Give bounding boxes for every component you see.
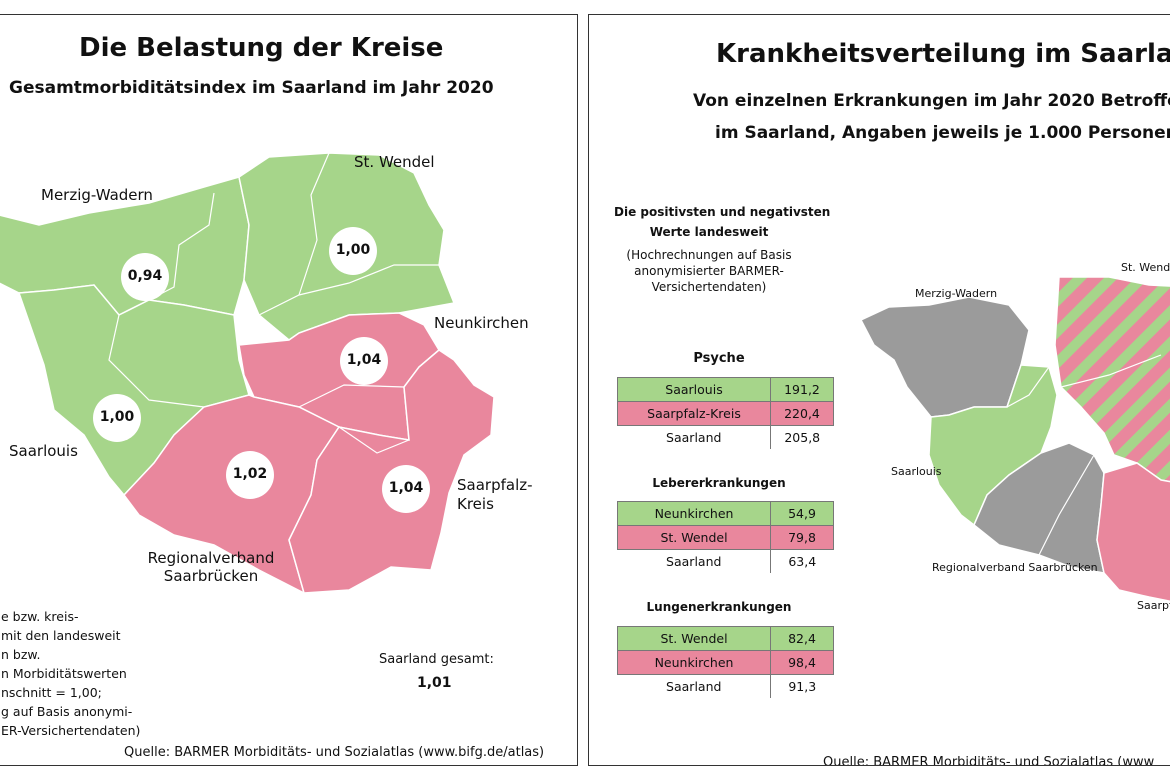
right-region-saarpfalz — [1096, 462, 1170, 602]
table-row-best: Saarlouis 191,2 — [617, 377, 834, 402]
right-municipal-borders — [1006, 354, 1162, 556]
value-wendel: 1,00 — [335, 242, 371, 258]
info-block: Die positivsten und negativsten Werte la… — [614, 205, 831, 294]
right-label-merzig: Merzig-Wadern — [915, 287, 998, 300]
value-merzig: 0,94 — [127, 268, 163, 284]
value-saarpfalz: 1,04 — [388, 480, 424, 496]
table-row-worst: St. Wendel 79,8 — [617, 525, 834, 550]
label-saarbruecken: Regionalverband Saarbrücken — [147, 549, 275, 585]
left-map-panel: Die Belastung der Kreise Gesamtmorbiditä… — [0, 14, 578, 766]
table-leber-title: Lebererkrankungen — [652, 476, 786, 490]
morbidity-map — [0, 152, 495, 595]
table-psyche-title: Psyche — [693, 351, 745, 366]
table-row-best: Neunkirchen 54,9 — [617, 501, 834, 526]
total-value: 1,01 — [417, 675, 452, 691]
value-circle-saarlouis — [93, 394, 141, 442]
table-row-worst: Saarpfalz-Kreis 220,4 — [617, 401, 834, 426]
table-leber: Neunkirchen 54,9 St. Wendel 79,8 Saarland 6… — [617, 501, 834, 573]
label-neunkirchen: Neunkirchen — [434, 314, 529, 332]
label-saarlouis: Saarlouis — [9, 442, 78, 460]
table-row-worst: Neunkirchen 98,4 — [617, 650, 834, 675]
right-subtitle-line2: im Saarland, Angaben jeweils je 1.000 Pe… — [715, 123, 1170, 143]
table-row-state: Saarland 91,3 — [618, 674, 834, 698]
label-merzig-wadern: Merzig-Wadern — [41, 186, 153, 204]
right-map-panel: Krankheitsverteilung im Saarland Von ein… — [588, 14, 1170, 766]
right-label-saarbruecken: Regionalverband Saarbrücken — [932, 561, 1098, 574]
left-title: Die Belastung der Kreise — [79, 33, 444, 63]
disease-map — [859, 276, 1170, 602]
value-neunkirchen: 1,04 — [346, 352, 382, 368]
left-source: Quelle: BARMER Morbiditäts- und Sozialat… — [124, 745, 545, 760]
value-circle-merzig — [121, 253, 169, 301]
table-row-state: Saarland 63,4 — [618, 549, 834, 573]
municipal-borders — [108, 152, 439, 454]
value-saarbruecken: 1,02 — [232, 466, 268, 482]
right-label-saarpfalz: Saarpfa — [1137, 599, 1170, 612]
label-saarpfalz: Saarpfalz- Kreis — [457, 476, 533, 513]
table-row-state: Saarland 205,8 — [618, 425, 834, 449]
right-region-merzig — [859, 296, 1030, 418]
table-row-best: St. Wendel 82,4 — [617, 626, 834, 651]
total-label: Saarland gesamt: — [379, 652, 494, 667]
value-circle-saarpfalz — [382, 465, 430, 513]
right-label-st-wendel: St. Wendel — [1121, 261, 1170, 274]
right-subtitle-line1: Von einzelnen Erkrankungen im Jahr 2020 … — [693, 91, 1170, 111]
method-note: e bzw. kreis- mit den landesweit n bzw. … — [1, 609, 141, 738]
right-title: Krankheitsverteilung im Saarland — [716, 39, 1170, 69]
value-circle-saarbruecken — [226, 451, 274, 499]
label-st-wendel: St. Wendel — [354, 153, 435, 171]
table-psyche: Saarlouis 191,2 Saarpfalz-Kreis 220,4 Saar… — [617, 377, 834, 449]
table-lunge-title: Lungenerkrankungen — [646, 600, 792, 614]
right-region-saarlouis — [928, 364, 1058, 527]
right-label-saarlouis: Saarlouis — [891, 465, 942, 478]
left-subtitle: Gesamtmorbiditätsindex im Saarland im Ja… — [9, 78, 494, 98]
value-saarlouis: 1,00 — [99, 409, 135, 425]
table-lunge: St. Wendel 82,4 Neunkirchen 98,4 Saarland 9… — [617, 626, 834, 698]
value-circle-neunkirchen — [340, 337, 388, 385]
right-source: Quelle: BARMER Morbiditäts- und Sozialat… — [823, 755, 1155, 766]
value-circle-wendel — [329, 227, 377, 275]
